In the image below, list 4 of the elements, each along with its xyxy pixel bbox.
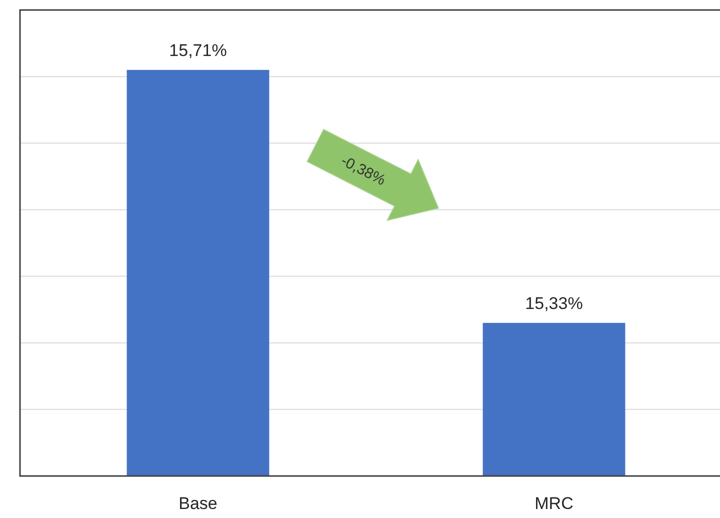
x-tick-label: MRC <box>534 494 574 513</box>
data-label: 15,71% <box>169 40 227 60</box>
data-label: 15,33% <box>525 294 583 313</box>
x-tick-label: Base <box>178 494 218 513</box>
